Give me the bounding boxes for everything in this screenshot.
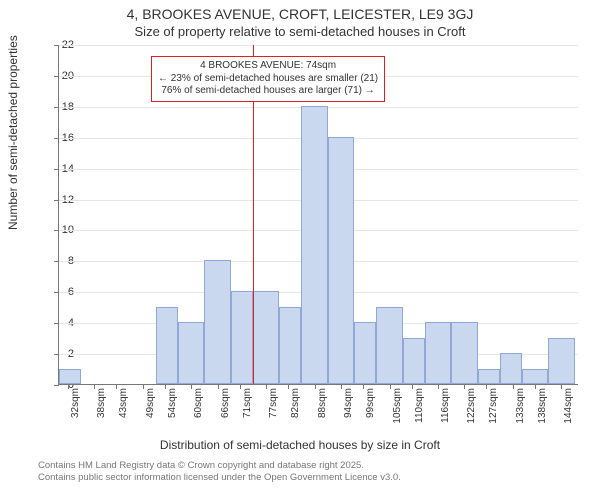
x-tick: 116sqm xyxy=(440,388,451,423)
bar xyxy=(279,307,301,384)
x-tick: 60sqm xyxy=(193,388,204,418)
x-tick: 43sqm xyxy=(118,388,129,418)
x-tick: 110sqm xyxy=(414,388,425,423)
plot-area: 4 BROOKES AVENUE: 74sqm ← 23% of semi-de… xyxy=(58,45,578,385)
annotation-box: 4 BROOKES AVENUE: 74sqm ← 23% of semi-de… xyxy=(151,56,385,102)
bar xyxy=(500,353,522,384)
x-tick: 77sqm xyxy=(268,388,279,418)
bar xyxy=(253,291,279,384)
x-tick: 138sqm xyxy=(537,388,548,424)
bar xyxy=(403,338,425,384)
bar xyxy=(328,137,354,384)
x-tick: 122sqm xyxy=(466,388,477,424)
bar xyxy=(156,307,178,384)
bar xyxy=(231,291,253,384)
annotation-line-1: 4 BROOKES AVENUE: 74sqm xyxy=(158,60,378,73)
bar xyxy=(301,106,327,384)
bar xyxy=(204,260,230,384)
x-tick: 71sqm xyxy=(242,388,253,418)
chart-title-line1: 4, BROOKES AVENUE, CROFT, LEICESTER, LE9… xyxy=(0,6,600,22)
x-tick: 144sqm xyxy=(563,388,574,424)
bar xyxy=(354,322,376,384)
x-tick: 94sqm xyxy=(343,388,354,418)
attribution-line-2: Contains public sector information licen… xyxy=(38,472,401,484)
x-tick: 99sqm xyxy=(365,388,376,418)
bar xyxy=(548,338,574,384)
bar xyxy=(522,369,548,384)
chart-title-line2: Size of property relative to semi-detach… xyxy=(0,24,600,39)
x-tick: 88sqm xyxy=(317,388,328,418)
x-tick: 82sqm xyxy=(290,388,301,418)
bar xyxy=(478,369,500,384)
attribution-line-1: Contains HM Land Registry data © Crown c… xyxy=(38,460,401,472)
bar xyxy=(376,307,402,384)
x-tick: 49sqm xyxy=(145,388,156,418)
x-axis-label: Distribution of semi-detached houses by … xyxy=(0,438,600,452)
x-tick: 54sqm xyxy=(167,388,178,418)
attribution: Contains HM Land Registry data © Crown c… xyxy=(38,460,401,485)
x-tick: 133sqm xyxy=(515,388,526,424)
x-tick: 66sqm xyxy=(220,388,231,418)
annotation-line-3: 76% of semi-detached houses are larger (… xyxy=(158,85,378,98)
bar xyxy=(178,322,204,384)
histogram-chart: 4, BROOKES AVENUE, CROFT, LEICESTER, LE9… xyxy=(0,0,600,500)
x-tick: 105sqm xyxy=(392,388,403,424)
bar xyxy=(425,322,451,384)
bar xyxy=(59,369,81,384)
annotation-line-2: ← 23% of semi-detached houses are smalle… xyxy=(158,73,378,86)
x-tick: 38sqm xyxy=(96,388,107,418)
x-tick: 32sqm xyxy=(70,388,81,418)
x-tick: 127sqm xyxy=(488,388,499,424)
bar xyxy=(451,322,477,384)
y-axis-label: Number of semi-detached properties xyxy=(6,35,20,230)
